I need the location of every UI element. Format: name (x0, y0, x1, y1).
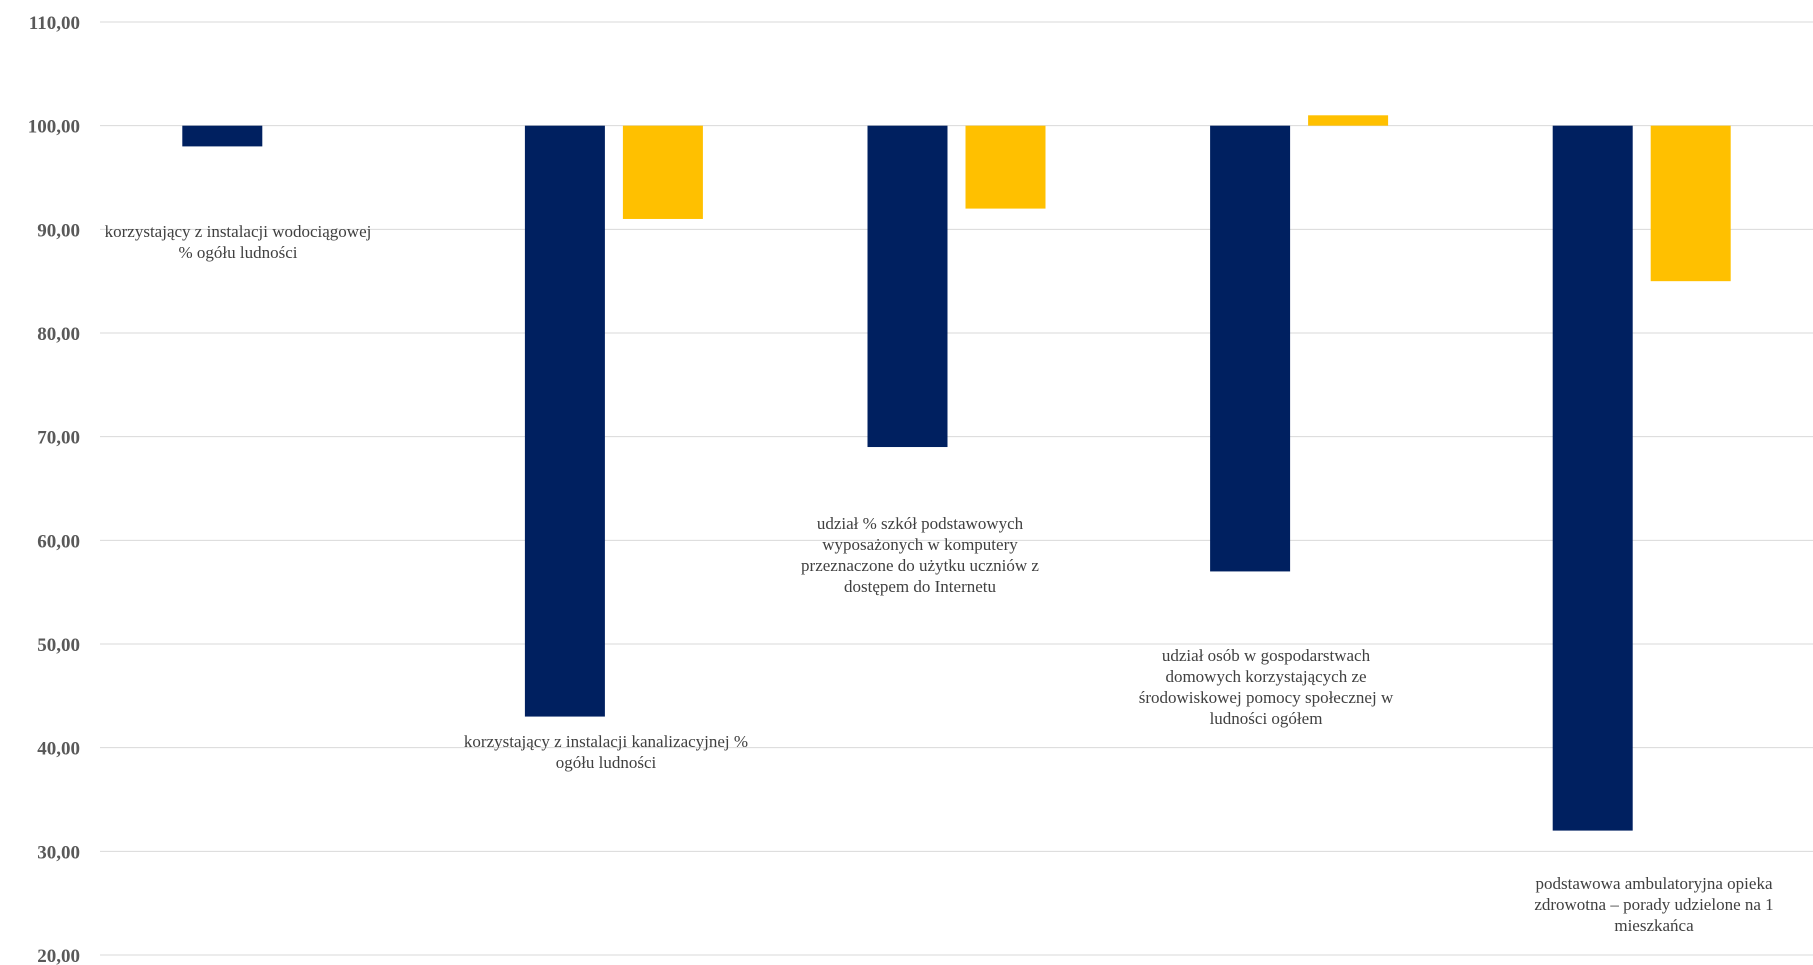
y-tick-label: 30,00 (37, 842, 80, 863)
y-tick-label: 90,00 (37, 220, 80, 241)
category-label-primary-healthcare: podstawowa ambulatoryjna opieka zdrowotn… (1534, 874, 1774, 935)
y-tick-label: 20,00 (37, 946, 80, 965)
category-label-social-assistance: udział osób w gospodarstwach domowych ko… (1138, 646, 1394, 728)
bar-series1-category3 (867, 125, 948, 448)
bar-series2-category4 (1308, 115, 1389, 126)
y-tick-label: 60,00 (37, 531, 80, 552)
bar-series1-category5 (1552, 125, 1633, 831)
category-label-sewage-system: korzystający z instalacji kanalizacyjnej… (463, 732, 749, 772)
y-axis-ticks: 20,00 30,00 40,00 50,00 60,00 70,00 80,00 90,00… (28, 13, 80, 965)
y-tick-label: 50,00 (37, 635, 80, 656)
bars (182, 115, 1731, 831)
bar-series2-category2 (622, 125, 703, 219)
bar-series2-category5 (1650, 125, 1731, 282)
y-tick-label: 80,00 (37, 324, 80, 345)
category-label-schools-internet: udział % szkół podstawowych wyposażonych… (801, 514, 1039, 596)
bar-series2-category3 (965, 125, 1046, 209)
y-tick-label: 40,00 (37, 739, 80, 760)
bar-series1-category1 (182, 125, 263, 147)
bar-series1-category4 (1210, 125, 1291, 572)
y-tick-label: 100,00 (28, 117, 80, 138)
y-tick-label: 110,00 (29, 13, 80, 34)
gridlines (100, 21, 1813, 956)
bar-series1-category2 (524, 125, 605, 717)
category-label-water-supply: korzystający z instalacji wodociągowej %… (104, 222, 372, 262)
y-tick-label: 70,00 (37, 428, 80, 449)
